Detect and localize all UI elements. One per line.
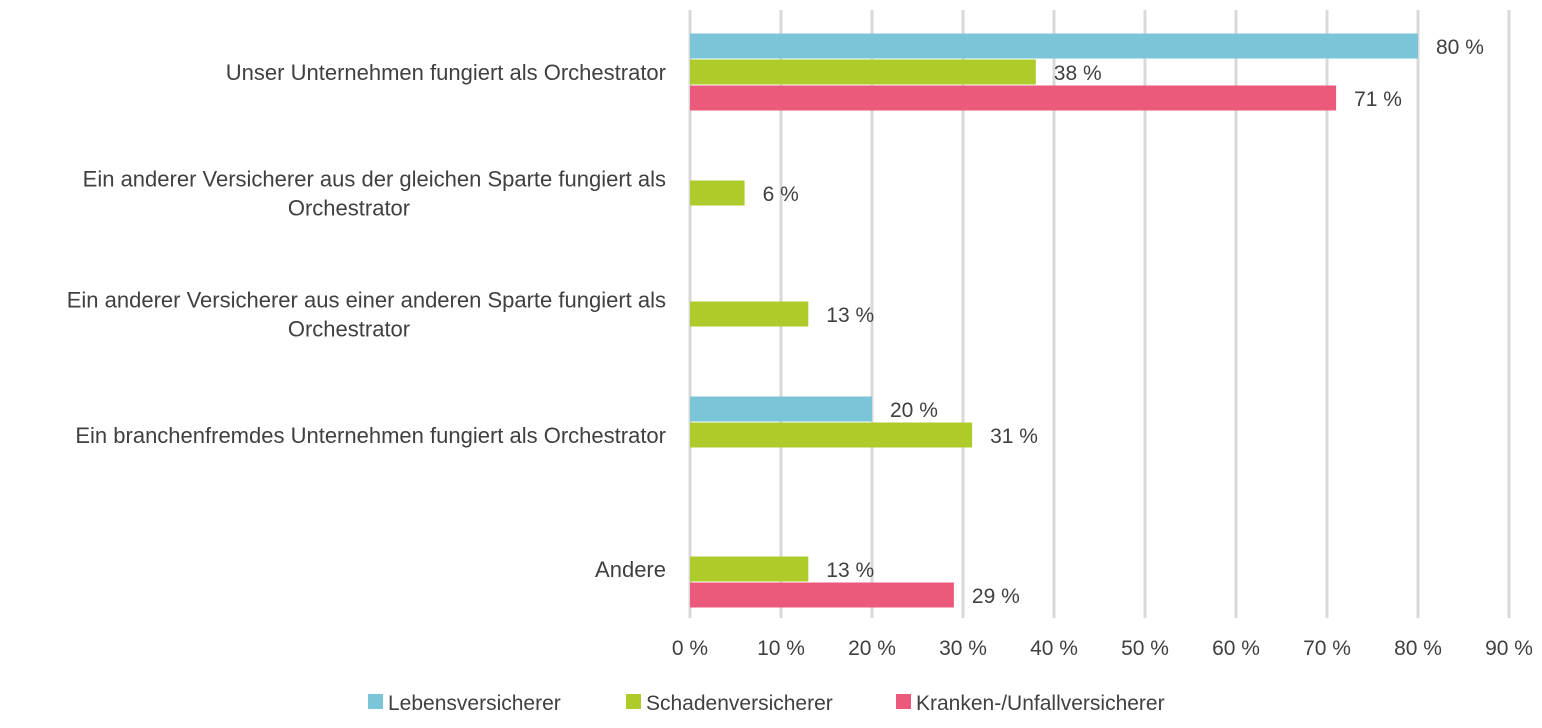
x-tick-label: 50 % (1121, 637, 1169, 660)
bar (690, 59, 1036, 85)
x-axis-tick-labels: 0 % 10 % 20 % 30 % 40 % 50 % 60 % 70 % 80 % 90 % (672, 637, 1533, 660)
x-tick-label: 20 % (848, 637, 896, 660)
category-label: Ein branchenfremdes Unternehmen fungiert… (75, 423, 666, 448)
x-tick-label: 30 % (939, 637, 987, 660)
bar (690, 180, 745, 206)
bar (690, 582, 954, 608)
data-label: 80 % (1436, 36, 1484, 59)
x-tick-label: 0 % (672, 637, 708, 660)
legend-label: Schadenversicherer (646, 692, 833, 715)
gridlines (688, 10, 1511, 618)
category-label: Orchestrator (288, 196, 410, 221)
x-tick-label: 90 % (1485, 637, 1533, 660)
legend-swatch (896, 694, 911, 709)
bar (690, 422, 973, 448)
data-label: 38 % (1054, 62, 1102, 85)
x-tick-label: 10 % (757, 637, 805, 660)
category-label: Ein anderer Versicherer aus einer andere… (67, 288, 666, 313)
legend: Lebensversicherer Schadenversicherer Krank… (368, 692, 1165, 715)
bar (690, 33, 1418, 59)
x-tick-label: 70 % (1303, 637, 1351, 660)
data-label: 13 % (826, 304, 874, 327)
bars (690, 33, 1418, 608)
data-label: 20 % (890, 399, 938, 422)
x-tick-label: 60 % (1212, 637, 1260, 660)
data-label: 71 % (1354, 88, 1402, 111)
legend-swatch (368, 694, 383, 709)
bar (690, 85, 1337, 111)
data-label: 29 % (972, 585, 1020, 608)
bar (690, 301, 809, 327)
data-labels: 80 % 20 % 38 % 6 % 13 % 31 % 13 % 71 % 29 % (763, 36, 1484, 608)
bar (690, 556, 809, 582)
category-label: Ein anderer Versicherer aus der gleichen… (83, 167, 666, 192)
category-label: Andere (595, 557, 666, 582)
category-labels: Unser Unternehmen fungiert als Orchestra… (67, 60, 666, 582)
category-label: Unser Unternehmen fungiert als Orchestra… (226, 60, 666, 85)
data-label: 31 % (990, 425, 1038, 448)
legend-label: Lebensversicherer (388, 692, 561, 715)
bar (690, 396, 872, 422)
data-label: 6 % (763, 183, 799, 206)
x-tick-label: 40 % (1030, 637, 1078, 660)
x-tick-label: 80 % (1394, 637, 1442, 660)
data-label: 13 % (826, 559, 874, 582)
legend-swatch (626, 694, 641, 709)
category-label: Orchestrator (288, 317, 410, 342)
legend-label: Kranken-/Unfallversicherer (916, 692, 1165, 715)
